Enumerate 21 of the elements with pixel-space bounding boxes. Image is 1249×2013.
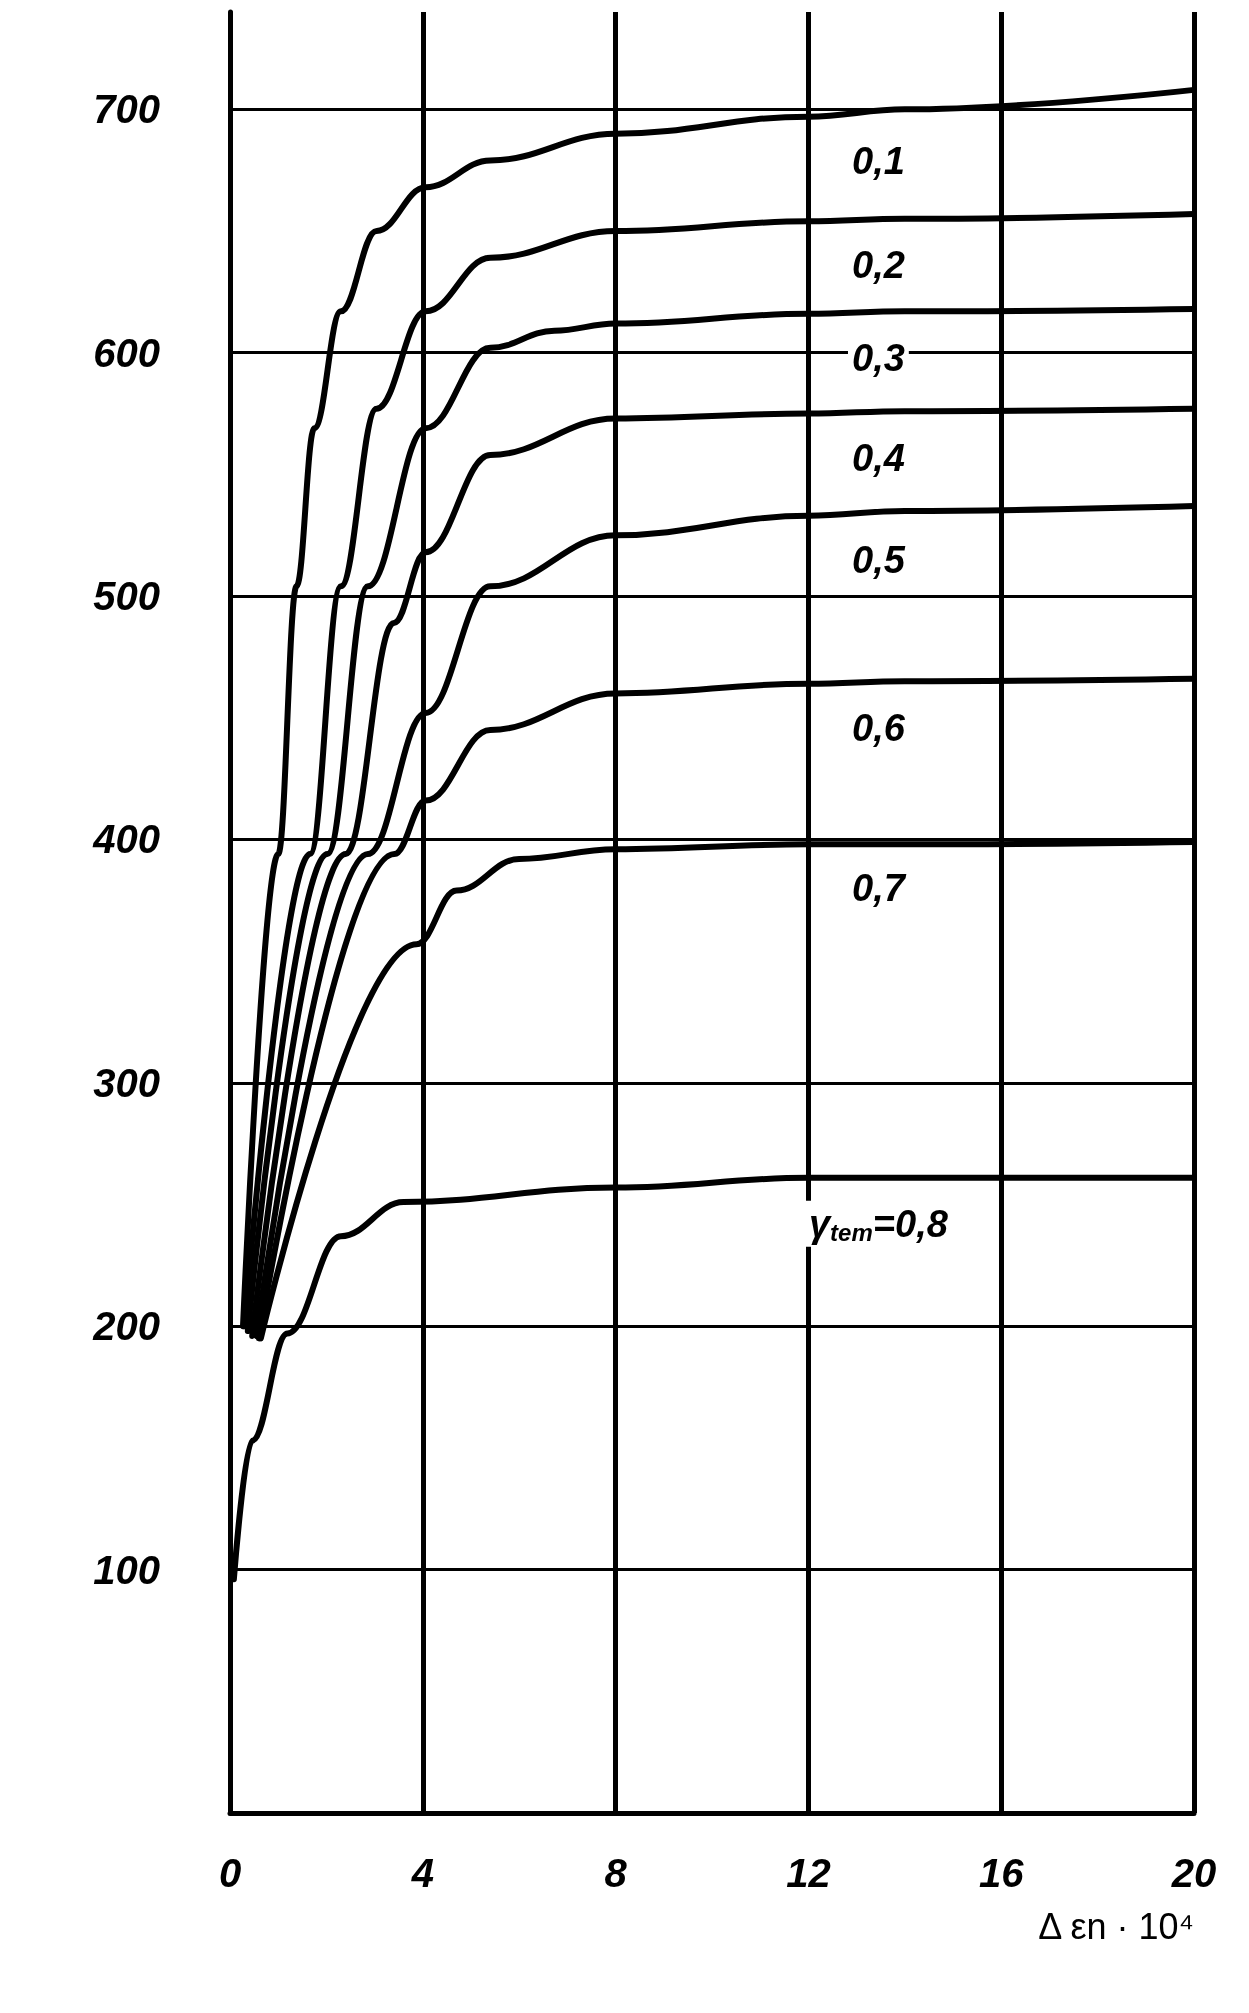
series-label: 0,6: [851, 706, 906, 749]
y-tick-label: 400: [92, 817, 160, 862]
series-label: 0,2: [851, 244, 905, 287]
x-axis-title: Δ εn · 10⁴: [1038, 1905, 1194, 1947]
series-label: 0,1: [851, 139, 905, 182]
y-tick-label: 300: [93, 1060, 160, 1105]
series-label: 0,7: [851, 867, 907, 910]
x-tick-label: 12: [786, 1851, 831, 1895]
x-tick-label: 20: [1170, 1851, 1217, 1895]
x-tick-label: 16: [978, 1851, 1025, 1895]
series-label: 0,5: [851, 538, 906, 581]
y-tick-label: 200: [92, 1304, 160, 1349]
y-tick-label: 600: [93, 330, 160, 375]
x-tick-label: 0: [218, 1851, 242, 1895]
x-tick-label: 4: [410, 1851, 434, 1895]
y-tick-label: 700: [93, 87, 160, 132]
y-tick-label: 100: [93, 1547, 160, 1592]
series-label: 0,4: [851, 436, 905, 479]
x-tick-label: 8: [604, 1851, 628, 1895]
series-label: 0,3: [851, 336, 905, 379]
y-tick-label: 500: [93, 574, 160, 619]
